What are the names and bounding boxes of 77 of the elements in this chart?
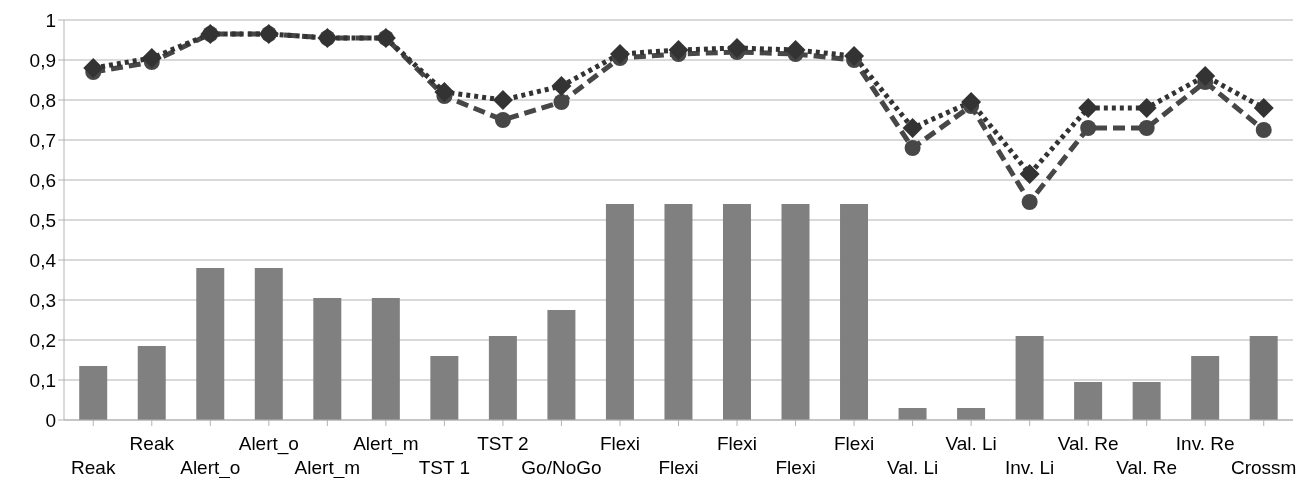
point — [1080, 120, 1097, 136]
point — [141, 48, 162, 68]
point — [1136, 98, 1157, 118]
bar — [1249, 336, 1278, 420]
point — [785, 40, 806, 60]
bar — [1191, 356, 1220, 420]
bar — [722, 204, 751, 420]
point — [1078, 98, 1099, 118]
x-tick-label: Reak — [71, 457, 116, 478]
x-tick-label: Val. Re — [1057, 433, 1119, 454]
x-tick-label: Val. Li — [886, 457, 939, 478]
y-tick-label: 1 — [45, 9, 56, 31]
y-tick-label: 0,6 — [29, 169, 56, 191]
y-tick-label: 0,8 — [29, 89, 56, 111]
bar — [488, 336, 517, 420]
x-tick-label: Reak — [129, 433, 175, 454]
x-tick-label: Alert_m — [353, 433, 419, 455]
point — [1019, 164, 1040, 184]
point — [492, 90, 513, 110]
bar — [547, 310, 576, 420]
point — [727, 38, 748, 58]
bar — [313, 298, 342, 420]
y-tick-label: 0,5 — [29, 209, 56, 231]
x-tick-label: Inv. Li — [1005, 457, 1055, 478]
x-tick-label: Alert_o — [238, 433, 299, 455]
point — [1195, 66, 1216, 86]
x-tick-label: Crossm — [1231, 457, 1297, 478]
point — [551, 76, 572, 96]
bar — [430, 356, 459, 420]
x-tick-label: Alert_m — [294, 457, 361, 479]
bar — [664, 204, 693, 420]
x-tick-label: Flexi — [599, 433, 641, 454]
y-tick-label: 0,9 — [29, 49, 56, 71]
x-tick-label: Inv. Re — [1175, 433, 1235, 454]
bar — [79, 366, 108, 420]
x-tick-label: TST 2 — [477, 433, 529, 454]
y-tick-label: 0,3 — [29, 289, 56, 311]
bar — [898, 408, 927, 420]
y-tick-label: 0,4 — [29, 249, 57, 271]
bar — [137, 346, 166, 420]
x-tick-label: Flexi — [658, 457, 699, 478]
bar — [781, 204, 810, 420]
point — [1138, 120, 1155, 136]
bar — [1074, 382, 1103, 420]
point — [83, 58, 104, 78]
point — [902, 118, 923, 138]
point — [904, 140, 921, 156]
x-tick-label: Flexi — [716, 433, 758, 454]
bar — [196, 268, 225, 420]
x-tick-label: Flexi — [834, 433, 875, 454]
point — [553, 94, 570, 110]
bar — [840, 204, 869, 420]
x-tick-label: TST 1 — [418, 457, 471, 478]
point — [1021, 194, 1038, 210]
bar — [957, 408, 986, 420]
x-tick-label: Flexi — [775, 457, 816, 478]
x-tick-label: Go/NoGo — [521, 457, 602, 478]
x-tick-label: Val. Li — [945, 433, 997, 454]
bar — [1132, 382, 1161, 420]
point — [844, 46, 865, 66]
y-tick-label: 0 — [45, 409, 56, 431]
point — [609, 44, 630, 64]
x-tick-label: Val. Re — [1116, 457, 1178, 478]
point — [494, 112, 511, 128]
point — [961, 92, 982, 112]
y-tick-label: 0,7 — [29, 129, 56, 151]
bar — [371, 298, 400, 420]
point — [1255, 122, 1272, 138]
point — [1253, 98, 1274, 118]
x-tick-label: Alert_o — [180, 457, 241, 479]
point — [434, 82, 455, 102]
bar — [254, 268, 283, 420]
y-tick-label: 0,2 — [29, 329, 56, 351]
point — [668, 40, 689, 60]
bar — [605, 204, 634, 420]
bar — [1015, 336, 1044, 420]
y-tick-label: 0,1 — [29, 369, 56, 391]
